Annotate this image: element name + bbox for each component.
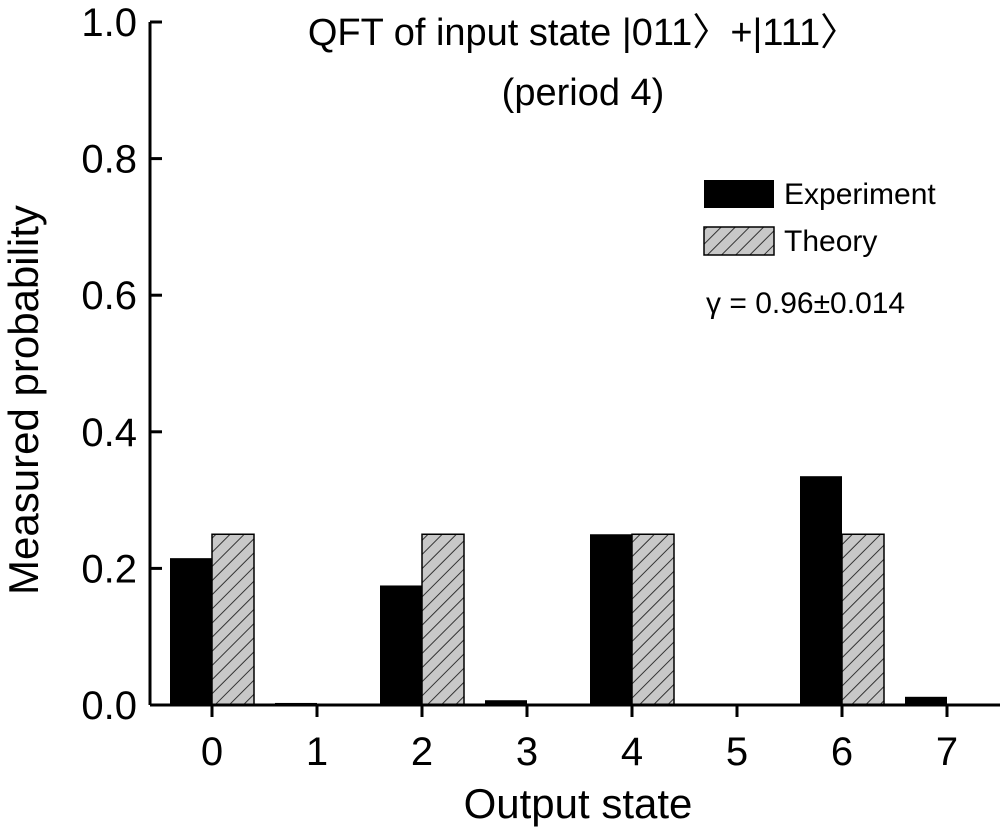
x-ticks-group: 0 1 2 3 4 5 6 7	[201, 705, 958, 774]
x-axis-label: Output state	[464, 780, 693, 827]
bar-theory-6	[841, 533, 885, 706]
bars-group	[170, 476, 947, 706]
y-tick-label: 0.0	[81, 684, 137, 728]
x-tick-label: 5	[726, 730, 748, 774]
x-tick-label: 1	[306, 730, 328, 774]
bar-experiment-4	[590, 534, 632, 705]
x-tick-label: 4	[621, 730, 643, 774]
legend-label-theory: Theory	[784, 225, 877, 258]
x-tick-label: 0	[201, 730, 223, 774]
bar-experiment-0	[170, 558, 212, 705]
x-tick-label: 6	[831, 730, 853, 774]
y-ticks-group: 0.0 0.2 0.4 0.6 0.8 1.0	[81, 1, 162, 728]
x-tick-label: 3	[516, 730, 538, 774]
x-tick-label: 2	[411, 730, 433, 774]
bar-theory-2	[421, 533, 465, 706]
legend: Experiment Theory	[703, 178, 936, 258]
y-tick-label: 0.6	[81, 274, 137, 318]
y-axis-label: Measured probability	[0, 205, 47, 595]
bar-experiment-3	[485, 700, 527, 705]
bar-experiment-7	[905, 696, 947, 705]
bar-theory-4	[631, 533, 675, 706]
x-tick-label: 7	[936, 730, 958, 774]
y-tick-label: 0.2	[81, 547, 137, 591]
chart-title: QFT of input state |011〉+|111〉	[308, 12, 858, 54]
bar-theory-0	[211, 533, 255, 706]
legend-swatch-experiment	[704, 180, 774, 208]
bar-experiment-2	[380, 585, 422, 705]
y-tick-label: 0.4	[81, 411, 137, 455]
chart-subtitle: (period 4)	[502, 72, 665, 114]
y-tick-label: 1.0	[81, 1, 137, 45]
gamma-annotation: γ = 0.96±0.014	[706, 287, 905, 320]
legend-swatch-theory	[703, 226, 775, 256]
y-tick-label: 0.8	[81, 138, 137, 182]
legend-label-experiment: Experiment	[784, 178, 936, 211]
bar-experiment-6	[800, 476, 842, 705]
